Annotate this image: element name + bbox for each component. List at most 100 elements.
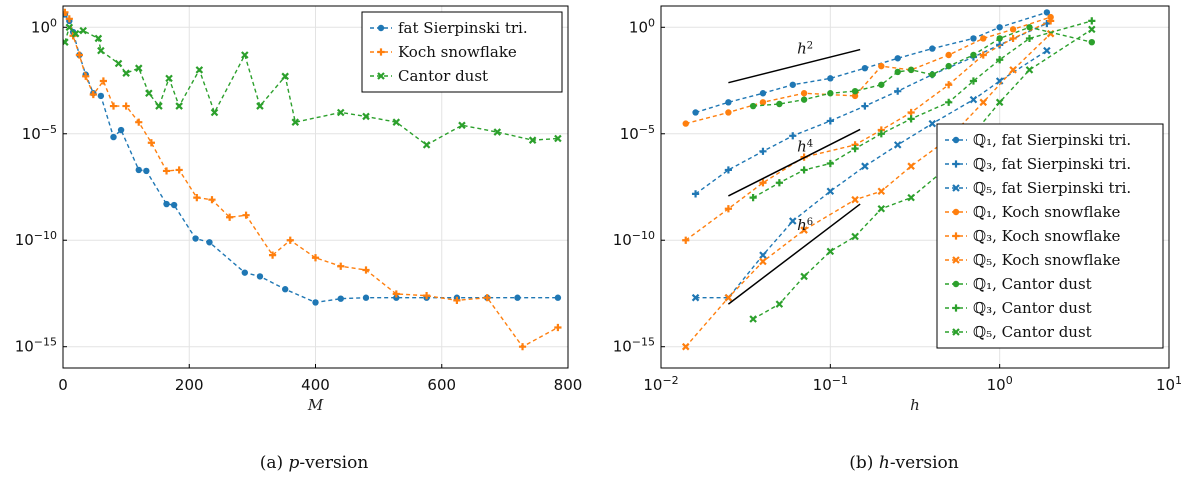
b-series-4-point — [682, 236, 690, 244]
a-series-2-point — [195, 66, 204, 74]
b-series-2-point — [969, 95, 978, 104]
b-series-2-point — [861, 162, 869, 170]
a-series-1-point — [63, 8, 69, 17]
a-series-1-point — [82, 72, 90, 80]
a-series-2-point — [528, 136, 537, 144]
b-series-1-point — [861, 102, 869, 110]
b-series-0-point — [894, 55, 901, 62]
b-series-7-point — [945, 98, 953, 106]
b-series-0-point — [725, 99, 732, 106]
b-series-4-point — [1047, 17, 1055, 25]
b-series-0-point — [789, 81, 796, 88]
b-series-8-point — [851, 232, 859, 241]
b-series-2-point — [691, 293, 700, 302]
b-series-3-point — [980, 35, 987, 42]
b-series-7-point — [800, 166, 808, 174]
b-slope-line-1 — [728, 128, 861, 197]
a-series-1-point — [311, 254, 320, 262]
a-series-1-point — [75, 51, 84, 59]
a-series-0-point — [256, 273, 264, 280]
a-series-2-point — [97, 46, 105, 55]
b-series-7-point — [1025, 34, 1034, 43]
a-series-1-point — [162, 167, 171, 175]
a-series-2-point — [256, 102, 264, 110]
a-series-2-point — [155, 102, 163, 110]
a-series-1-point — [193, 194, 201, 202]
b-series-1-point — [826, 117, 834, 125]
b-slope-label-1: h4 — [797, 137, 813, 155]
b-series-5-point — [759, 257, 767, 266]
a-ytick-label: 10−15 — [15, 335, 57, 356]
b-series-0-point — [970, 35, 977, 42]
b-series-6-point — [894, 68, 901, 76]
b-legend-marker — [952, 208, 960, 216]
b-series-2-point — [826, 187, 835, 196]
b-series-6-point — [827, 90, 834, 97]
b-legend-label-5: ℚ₅, Koch snowflake — [973, 251, 1121, 269]
b-series-1-point — [789, 132, 797, 140]
b-series-3-point — [1047, 13, 1054, 21]
a-series-0-point — [514, 294, 521, 301]
a-legend: fat Sierpinski tri. Koch snowflake Cantor … — [361, 11, 563, 93]
a-series-1-point — [453, 296, 461, 304]
a-xtick-label: 600 — [427, 376, 456, 394]
a-series-group — [63, 8, 562, 351]
caption-b: (b) h-version — [849, 453, 958, 473]
b-series-7-line — [752, 20, 1092, 199]
panel-b-plot: h2 h4 h6 10−2 10−1 100 101 100 10−5 10−10 10−15 h ℚ₁… — [613, 5, 1182, 414]
b-legend-box — [936, 123, 1164, 349]
a-series-1-line — [64, 12, 559, 348]
a-series-1-point — [175, 166, 183, 174]
a-series-0-point — [554, 294, 562, 301]
a-series-1-point — [65, 15, 73, 23]
b-legend-label-0: ℚ₁, fat Sierpinski tri. — [973, 131, 1131, 149]
b-series-6-point — [776, 100, 783, 108]
b-series-5-point — [979, 98, 988, 107]
b-series-7-point — [775, 179, 783, 187]
a-series-0-point — [337, 295, 344, 302]
b-series-2-point — [928, 119, 937, 128]
b-series-3-point — [1009, 26, 1017, 33]
a-series-0-point — [312, 299, 319, 306]
b-legend-marker — [952, 184, 960, 192]
b-series-5-point — [877, 187, 886, 196]
b-series-6-point — [851, 87, 859, 95]
b-series-8-point — [995, 98, 1004, 107]
a-legend-label-2: Cantor dust — [398, 67, 488, 85]
b-series-6-point — [1088, 38, 1095, 46]
b-series-6-point — [907, 66, 915, 74]
b-series-3-point — [800, 90, 808, 97]
a-series-2-point — [458, 121, 466, 130]
b-series-3-point — [878, 62, 885, 70]
b-series-3-point — [945, 51, 952, 59]
a-series-0-point — [110, 133, 117, 141]
b-slope-label-0: h2 — [797, 39, 813, 57]
b-legend-marker — [952, 232, 960, 240]
a-series-1-point — [89, 90, 97, 99]
a-series-2-point — [281, 72, 289, 81]
b-legend-marker — [952, 280, 960, 288]
b-series-5-point — [800, 226, 808, 234]
b-xtick-label: 100 — [987, 374, 1013, 395]
b-series-7-point — [969, 77, 978, 85]
b-legend-label-1: ℚ₃, fat Sierpinski tri. — [973, 155, 1131, 173]
b-series-6-point — [945, 62, 952, 70]
b-legend-label-7: ℚ₃, Cantor dust — [973, 299, 1092, 317]
b-series-1-point — [691, 190, 700, 198]
a-series-0-point — [192, 235, 199, 242]
b-ytick-label: 10−10 — [613, 229, 655, 250]
a-legend-label-0: fat Sierpinski tri. — [398, 19, 528, 37]
a-legend-box — [361, 11, 563, 93]
b-series-8-point — [877, 205, 886, 213]
b-series-4-point — [979, 51, 987, 59]
b-series-8-point — [749, 315, 757, 323]
a-ytick-label: 10−10 — [15, 229, 57, 250]
a-ytick-label: 100 — [31, 16, 57, 37]
b-ytick-label: 100 — [629, 16, 655, 37]
b-legend-label-6: ℚ₁, Cantor dust — [973, 275, 1092, 293]
a-series-0-point — [143, 167, 150, 175]
b-slope-label-2: h6 — [797, 216, 813, 234]
b-series-7-point — [749, 194, 757, 202]
a-series-1-point — [362, 266, 370, 274]
a-series-1-point — [286, 236, 294, 244]
